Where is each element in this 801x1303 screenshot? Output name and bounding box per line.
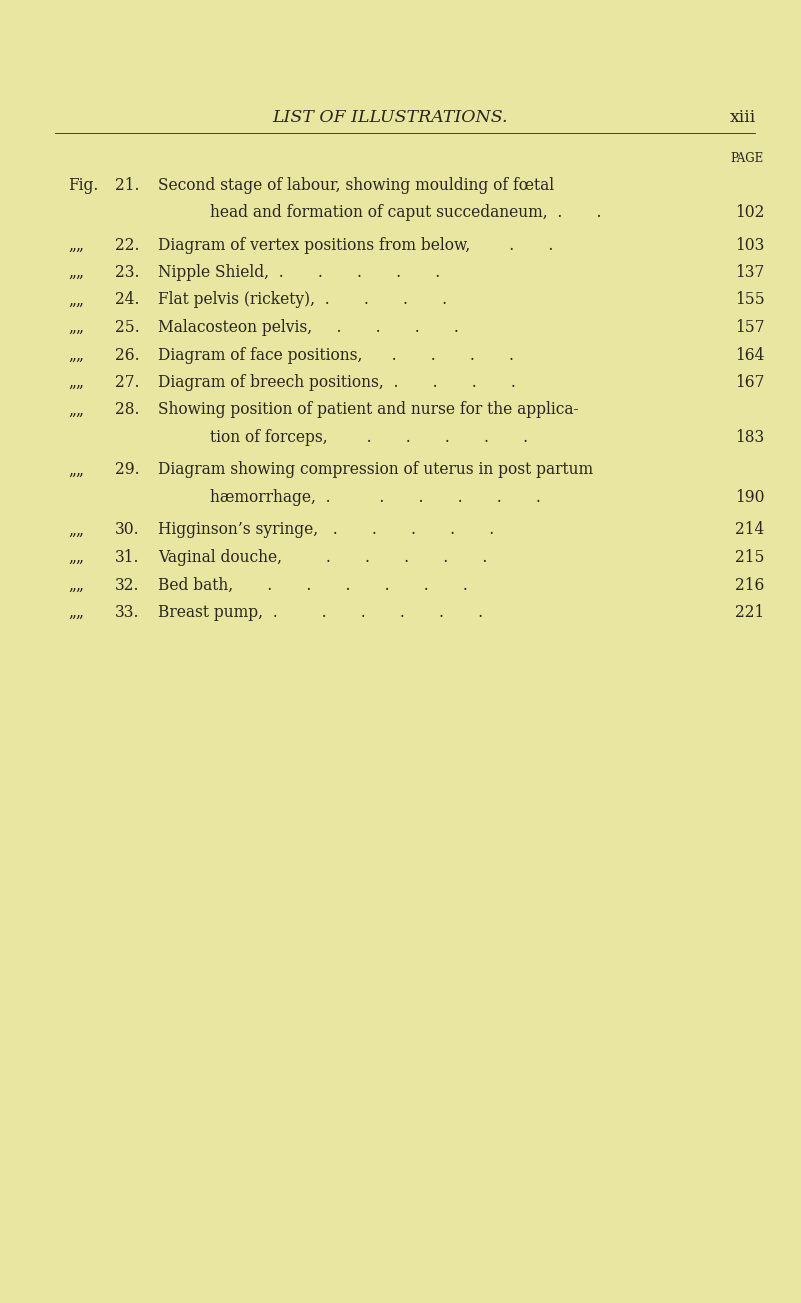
Text: hæmorrhage,  .          .       .       .       .       .: hæmorrhage, . . . . . . (210, 489, 541, 506)
Text: 31.: 31. (115, 549, 139, 566)
Text: xiii: xiii (730, 109, 756, 126)
Text: Diagram of vertex positions from below,        .       .: Diagram of vertex positions from below, … (158, 237, 553, 254)
Text: 24.: 24. (115, 292, 139, 309)
Text: Fig.: Fig. (68, 176, 99, 194)
Text: 28.: 28. (115, 401, 139, 418)
Text: 22.: 22. (115, 237, 139, 254)
Text: 103: 103 (735, 237, 764, 254)
Text: Diagram of breech positions,  .       .       .       .: Diagram of breech positions, . . . . (158, 374, 516, 391)
Text: head and formation of caput succedaneum,  .       .: head and formation of caput succedaneum,… (210, 205, 602, 222)
Text: PAGE: PAGE (730, 151, 763, 164)
Text: 21.: 21. (115, 176, 139, 194)
Text: 221: 221 (735, 605, 764, 622)
Text: Diagram showing compression of uterus in post partum: Diagram showing compression of uterus in… (158, 461, 593, 478)
Text: 25.: 25. (115, 319, 139, 336)
Text: 26.: 26. (115, 347, 139, 364)
Text: Showing position of patient and nurse for the applica-: Showing position of patient and nurse fo… (158, 401, 578, 418)
Text: Malacosteon pelvis,     .       .       .       .: Malacosteon pelvis, . . . . (158, 319, 459, 336)
Text: „„: „„ (68, 347, 84, 364)
Text: Higginson’s syringe,   .       .       .       .       .: Higginson’s syringe, . . . . . (158, 521, 494, 538)
Text: 216: 216 (735, 576, 764, 593)
Text: 215: 215 (735, 549, 764, 566)
Text: „„: „„ (68, 374, 84, 391)
Text: 190: 190 (735, 489, 764, 506)
Text: Diagram of face positions,      .       .       .       .: Diagram of face positions, . . . . (158, 347, 514, 364)
Text: Second stage of labour, showing moulding of fœtal: Second stage of labour, showing moulding… (158, 176, 554, 194)
Text: 30.: 30. (115, 521, 139, 538)
Text: Breast pump,  .         .       .       .       .       .: Breast pump, . . . . . . (158, 605, 483, 622)
Text: Flat pelvis (rickety),  .       .       .       .: Flat pelvis (rickety), . . . . (158, 292, 447, 309)
Text: Nipple Shield,  .       .       .       .       .: Nipple Shield, . . . . . (158, 265, 441, 281)
Text: tion of forceps,        .       .       .       .       .: tion of forceps, . . . . . (210, 429, 528, 446)
Text: 33.: 33. (115, 605, 139, 622)
Text: 32.: 32. (115, 576, 139, 593)
Text: 155: 155 (735, 292, 765, 309)
Text: 167: 167 (735, 374, 764, 391)
Text: „„: „„ (68, 576, 84, 593)
Text: „„: „„ (68, 521, 84, 538)
Text: „„: „„ (68, 461, 84, 478)
Text: „„: „„ (68, 549, 84, 566)
Text: „„: „„ (68, 265, 84, 281)
Text: „„: „„ (68, 319, 84, 336)
Text: 157: 157 (735, 319, 764, 336)
Text: „„: „„ (68, 605, 84, 622)
Text: 29.: 29. (115, 461, 139, 478)
Text: 214: 214 (735, 521, 764, 538)
Text: Bed bath,       .       .       .       .       .       .: Bed bath, . . . . . . (158, 576, 468, 593)
Text: Vaginal douche,         .       .       .       .       .: Vaginal douche, . . . . . (158, 549, 487, 566)
Text: „„: „„ (68, 292, 84, 309)
Text: 23.: 23. (115, 265, 139, 281)
Text: 183: 183 (735, 429, 764, 446)
Text: LIST OF ILLUSTRATIONS.: LIST OF ILLUSTRATIONS. (272, 109, 508, 126)
Text: „„: „„ (68, 237, 84, 254)
Text: 27.: 27. (115, 374, 139, 391)
Text: 102: 102 (735, 205, 764, 222)
Text: „„: „„ (68, 401, 84, 418)
Text: 164: 164 (735, 347, 764, 364)
Text: 137: 137 (735, 265, 764, 281)
